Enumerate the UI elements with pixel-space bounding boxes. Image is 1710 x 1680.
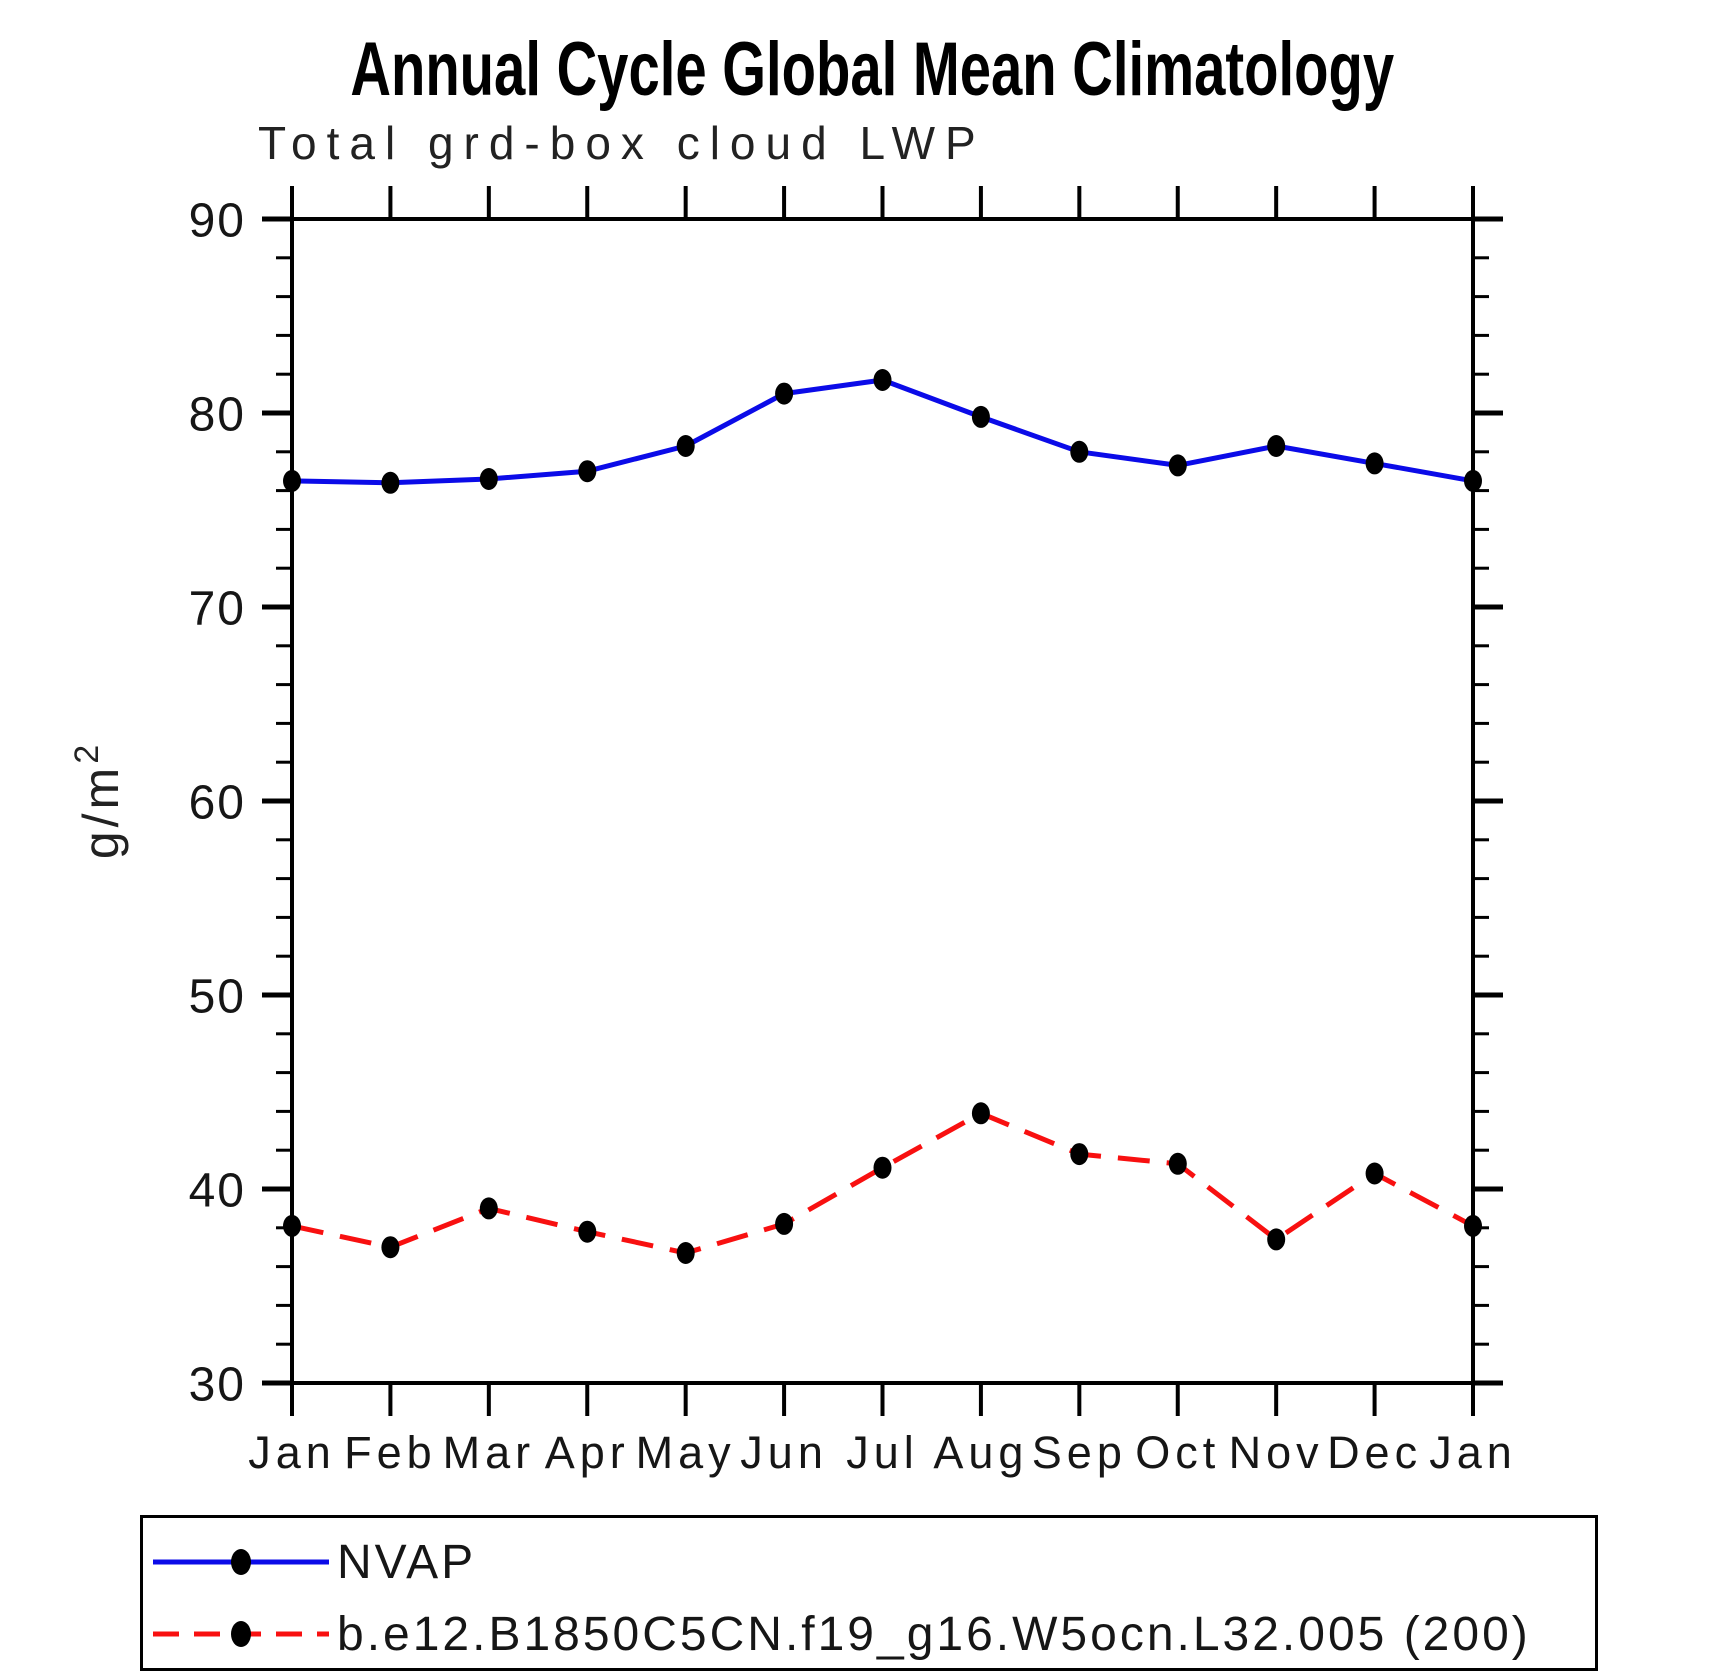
y-tick-label: 50 [189, 970, 246, 1023]
data-point-marker [283, 469, 301, 492]
data-point-marker [971, 405, 990, 428]
data-point-marker [775, 1212, 794, 1235]
data-point-marker [1365, 452, 1384, 475]
data-point-marker [1267, 435, 1286, 457]
data-point-marker [775, 382, 794, 405]
chart-subtitle: Total grd-box cloud LWP [258, 117, 986, 169]
data-point-marker [1464, 1214, 1482, 1237]
x-tick-label: Mar [443, 1427, 536, 1478]
y-tick-label: 30 [189, 1358, 246, 1411]
data-point-marker [1365, 1162, 1384, 1185]
x-tick-label: Feb [344, 1427, 437, 1478]
y-tick-label: 70 [189, 582, 246, 635]
chart-title: Annual Cycle Global Mean Climatology [0, 26, 1710, 113]
data-point-marker [479, 468, 498, 490]
x-tick-label: May [636, 1427, 736, 1478]
legend-item-nvap: NVAP [151, 1530, 476, 1594]
legend-label-model: b.e12.B1850C5CN.f19_g16.W5ocn.L32.005 (2… [337, 1607, 1531, 1661]
x-tick-label: Nov [1229, 1427, 1324, 1478]
legend-marker-sample [231, 1621, 251, 1647]
data-point-marker [283, 1214, 301, 1237]
data-point-marker [381, 1236, 400, 1259]
data-point-marker [1267, 1228, 1286, 1251]
legend-sample-solid-line [153, 1549, 329, 1575]
data-point-marker [676, 1242, 695, 1264]
axes [262, 186, 1503, 1416]
x-tick-label: Apr [545, 1427, 630, 1478]
x-tick-label: Aug [933, 1427, 1028, 1478]
y-tick-label: 80 [189, 388, 246, 441]
y-axis-title: g/m2 [68, 741, 129, 859]
legend-item-model: b.e12.B1850C5CN.f19_g16.W5ocn.L32.005 (2… [151, 1602, 1531, 1666]
series-line [291, 377, 1474, 486]
legend-sample-dashed-line [153, 1621, 329, 1647]
y-tick-label: 90 [189, 194, 246, 247]
data-point-marker [479, 1197, 498, 1220]
y-tick-label: 40 [189, 1164, 246, 1217]
x-tick-label: Oct [1135, 1427, 1220, 1478]
legend-marker-sample [231, 1549, 251, 1575]
series-model [283, 1102, 1482, 1264]
plot-box [290, 217, 1475, 1385]
data-point-marker [873, 1156, 892, 1179]
data-point-marker [676, 435, 695, 457]
x-tick-label: Jan [248, 1427, 336, 1478]
data-point-marker [1168, 454, 1187, 477]
legend-label-nvap: NVAP [337, 1535, 477, 1589]
data-point-marker [1168, 1152, 1187, 1175]
data-point-marker [1464, 469, 1482, 492]
data-point-marker [381, 471, 400, 494]
data-point-marker [1070, 1143, 1089, 1166]
x-tick-label: Sep [1032, 1427, 1127, 1478]
data-point-marker [971, 1102, 990, 1125]
y-tick-label: 60 [189, 776, 246, 829]
chart-title-text: Annual Cycle Global Mean Climatology [350, 27, 1395, 112]
x-tick-label: Jan [1429, 1427, 1517, 1478]
x-tick-label: Dec [1327, 1427, 1422, 1478]
series-nvap [283, 369, 1482, 494]
data-point-marker [873, 369, 892, 391]
data-point-marker [578, 460, 597, 483]
x-tick-label: Jul [846, 1427, 919, 1478]
data-point-marker [1070, 440, 1089, 463]
series-line [291, 1110, 1475, 1256]
data-point-marker [578, 1220, 597, 1243]
legend: NVAP b.e12.B1850C5CN.f19_g16.W5ocn.L32.0… [140, 1515, 1598, 1671]
x-tick-label: Jun [740, 1427, 828, 1478]
